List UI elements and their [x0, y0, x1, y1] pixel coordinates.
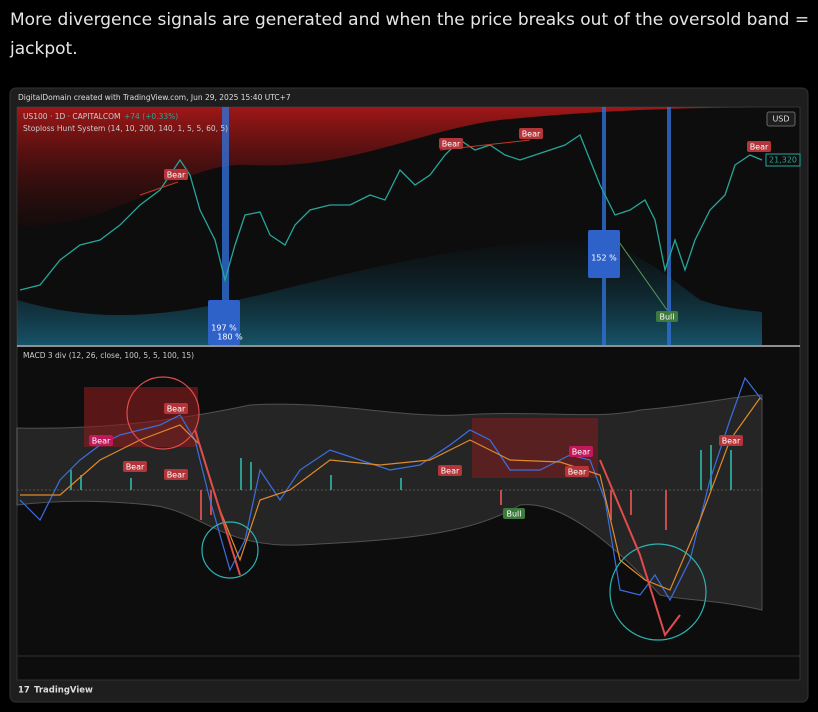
- histogram: [70, 445, 732, 490]
- highlight-circle: [201, 521, 259, 579]
- bear: Bear: [750, 143, 769, 152]
- bull: Bull: [506, 510, 521, 519]
- last-price-box: [765, 153, 801, 167]
- pct: 180 %: [217, 333, 243, 342]
- bear: Bear: [568, 468, 587, 477]
- bear: Bear: [167, 405, 186, 414]
- pct-box: [588, 230, 620, 278]
- bear: Bear: [167, 471, 186, 480]
- lower-band: [17, 239, 762, 345]
- bear: Bear: [92, 437, 111, 446]
- price-line: [19, 134, 763, 291]
- highlight-circle: [126, 376, 200, 450]
- bear: Bear: [722, 437, 741, 446]
- bear: Bear: [167, 171, 186, 180]
- post-text: More divergence signals are generated an…: [10, 10, 810, 59]
- credit: DigitalDomain created with TradingView.c…: [18, 93, 291, 102]
- bear: Bear: [126, 463, 145, 472]
- indicator: Stoploss Hunt System (14, 10, 200, 140, …: [23, 124, 228, 133]
- currency-box: [766, 111, 796, 127]
- change: +74 (+0.33%): [124, 112, 178, 121]
- bear: Bear: [522, 130, 541, 139]
- currency: USD: [772, 115, 789, 124]
- macd-labels: Bear Bear Bear Bear Bear Bear Bear Bear …: [89, 403, 743, 519]
- div-line: [139, 181, 179, 196]
- div-line: [611, 231, 668, 311]
- bear: Bear: [441, 467, 460, 476]
- arrow: [194, 429, 241, 576]
- signal-bar: [222, 107, 229, 345]
- arrow: [599, 459, 681, 638]
- pct-box: [208, 300, 240, 345]
- bear: Bear: [442, 140, 461, 149]
- footer: TradingView: [34, 686, 93, 696]
- bull: Bull: [659, 313, 674, 322]
- pct: 152 %: [591, 254, 617, 263]
- symbol: US100 · 1D · CAPITALCOM: [23, 112, 120, 121]
- macd-title: MACD 3 div (12, 26, close, 100, 5, 5, 10…: [23, 351, 194, 360]
- signal-line: [20, 397, 761, 591]
- bear-labels: Bear Bear Bear Bear Bull: [164, 128, 771, 322]
- last-price: 21,320: [769, 156, 797, 165]
- upper-band: [17, 107, 762, 226]
- signal-bar: [667, 107, 671, 345]
- tv-logo: 17: [18, 686, 30, 696]
- highlight-circle: [609, 543, 707, 641]
- signal-bar: [602, 107, 606, 345]
- bear: Bear: [572, 448, 591, 457]
- macd-line: [19, 376, 763, 602]
- pct: 197 %: [211, 324, 237, 333]
